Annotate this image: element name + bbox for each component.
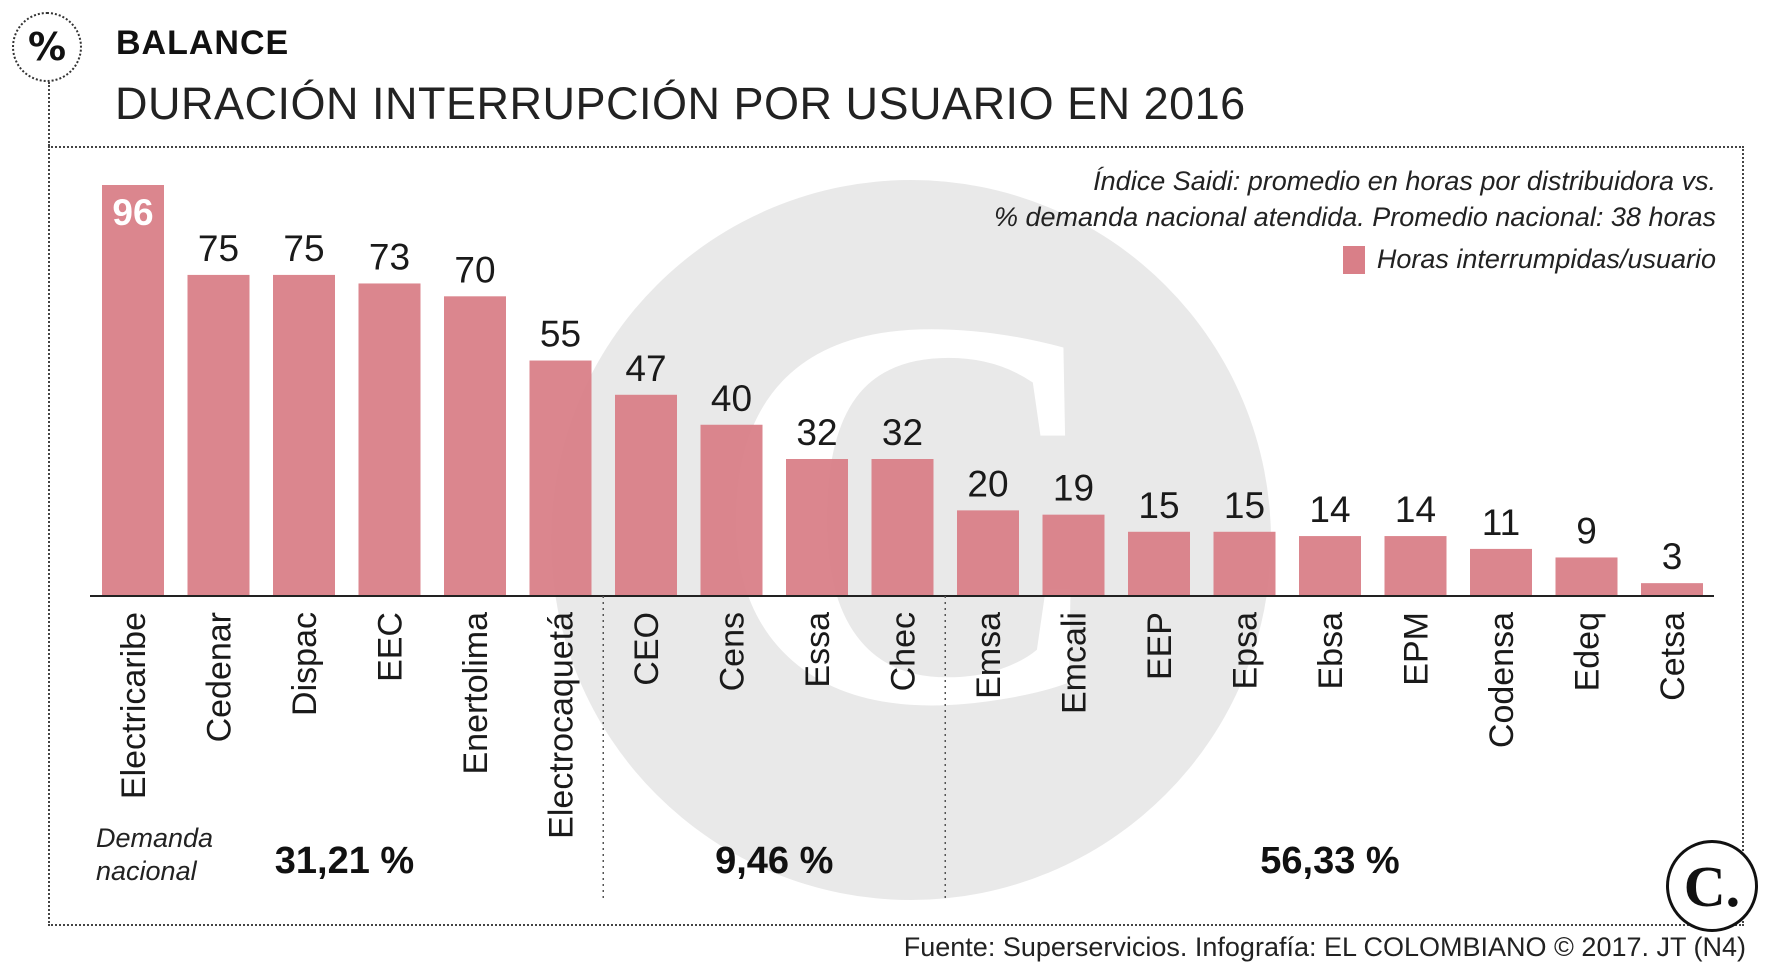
bar-value-label: 14 xyxy=(1395,489,1436,530)
bar-value-label: 75 xyxy=(198,228,239,269)
category-label: EEP xyxy=(1141,612,1179,680)
percent-icon: % xyxy=(12,12,82,82)
category-label: Edeq xyxy=(1569,612,1607,691)
source-credit: Fuente: Superservicios. Infografía: EL C… xyxy=(903,932,1746,962)
bar-value-label: 40 xyxy=(711,378,752,419)
demand-label-line-1: Demanda xyxy=(96,823,214,853)
bar-enertolima xyxy=(444,296,506,596)
chart-frame xyxy=(48,146,1744,926)
bar-epm xyxy=(1384,536,1447,596)
bar-emsa xyxy=(957,510,1019,596)
bar-value-label: 15 xyxy=(1138,485,1179,526)
legend-label: Horas interrumpidas/usuario xyxy=(1376,244,1716,274)
bar-cedenar xyxy=(187,274,250,596)
bar-value-label: 32 xyxy=(796,412,837,453)
chart-title: DURACIÓN INTERRUPCIÓN POR USUARIO EN 201… xyxy=(115,78,1246,129)
bar-value-label: 47 xyxy=(625,348,666,389)
bar-value-label: 75 xyxy=(283,228,324,269)
category-label: Epsa xyxy=(1227,612,1265,690)
category-label: Cedenar xyxy=(201,612,239,742)
bar-cetsa xyxy=(1641,583,1703,596)
bar-value-label: 20 xyxy=(967,463,1008,504)
category-label: Emsa xyxy=(970,612,1008,699)
bar-value-label: 19 xyxy=(1053,468,1094,509)
bar-value-label: 73 xyxy=(369,236,410,277)
bar-value-label: 9 xyxy=(1576,510,1597,551)
category-label: Chec xyxy=(885,612,923,691)
bar-electricaribe xyxy=(102,185,164,596)
chart-note-line-2: % demanda nacional atendida. Promedio na… xyxy=(994,202,1716,232)
bar-value-label: 55 xyxy=(540,314,581,355)
demand-value-group-3: 56,33 % xyxy=(1260,840,1400,882)
bar-codensa xyxy=(1470,548,1532,596)
legend-swatch xyxy=(1342,245,1365,274)
bar-value-label: 14 xyxy=(1309,489,1350,530)
bar-value-label: 96 xyxy=(112,192,153,233)
category-label: CEO xyxy=(628,612,666,686)
category-label: Codensa xyxy=(1483,612,1521,748)
badge-connector xyxy=(48,82,50,146)
bar-value-label: 70 xyxy=(454,249,495,290)
bar-eep xyxy=(1128,531,1190,596)
bar-edeq xyxy=(1555,557,1618,596)
bar-cens xyxy=(700,424,763,596)
demand-label: Demanda nacional xyxy=(96,822,213,888)
category-label: Essa xyxy=(799,612,837,688)
category-label: Enertolima xyxy=(457,612,495,775)
bar-essa xyxy=(786,459,848,596)
bar-dispac xyxy=(273,274,335,596)
category-label: Cens xyxy=(714,612,752,691)
category-label: Electricaribe xyxy=(115,612,153,799)
category-label: Emcali xyxy=(1056,612,1094,714)
bar-emcali xyxy=(1042,514,1105,596)
bar-electrocaquetá xyxy=(529,360,592,596)
demand-value-group-2: 9,46 % xyxy=(715,840,834,882)
legend: Horas interrumpidas/usuario xyxy=(1342,244,1716,275)
category-label: Ebsa xyxy=(1312,612,1350,690)
category-label: EEC xyxy=(372,612,410,682)
demand-label-line-2: nacional xyxy=(96,856,197,886)
category-label: Dispac xyxy=(286,612,324,716)
category-label: Electrocaquetá xyxy=(543,612,581,839)
bar-ceo xyxy=(615,394,677,596)
category-label: EPM xyxy=(1398,612,1436,686)
bar-eec xyxy=(358,283,421,596)
chart-note-line-1: Índice Saidi: promedio en horas por dist… xyxy=(1093,166,1716,196)
bar-chec xyxy=(871,459,934,596)
category-label: Cetsa xyxy=(1654,612,1692,701)
demand-value-group-1: 31,21 % xyxy=(274,840,415,882)
bar-value-label: 32 xyxy=(882,412,923,453)
bar-epsa xyxy=(1213,531,1276,596)
el-colombiano-logo: C. xyxy=(1666,840,1758,932)
bar-value-label: 15 xyxy=(1224,485,1265,526)
bar-value-label: 3 xyxy=(1662,536,1683,577)
section-label: BALANCE xyxy=(116,24,290,62)
bar-ebsa xyxy=(1299,536,1361,596)
bar-value-label: 11 xyxy=(1482,502,1520,543)
